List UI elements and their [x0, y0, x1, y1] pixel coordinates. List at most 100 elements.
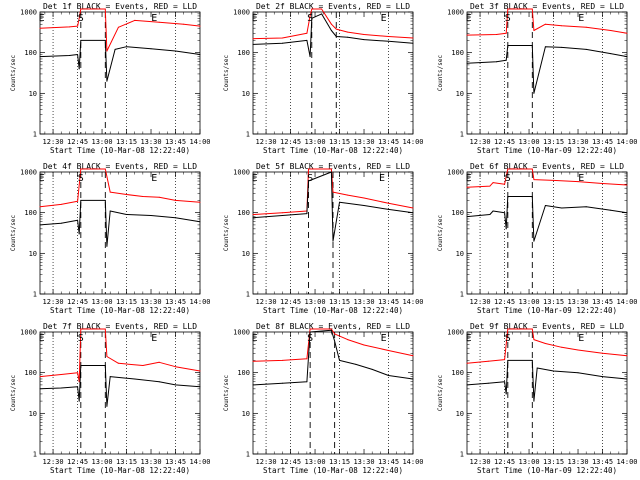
data-point-lld [39, 27, 41, 29]
data-point-lld [610, 30, 612, 31]
data-point-lld [104, 328, 106, 330]
y-tick-label: 1 [246, 291, 250, 299]
data-point-lld [106, 356, 108, 357]
data-point-events [39, 56, 41, 58]
data-point-events [388, 208, 389, 210]
data-point-lld [281, 37, 283, 39]
marker-label-e: E [151, 13, 157, 24]
data-point-events [330, 171, 332, 173]
y-tick-label: 1 [33, 451, 37, 459]
data-point-lld [412, 37, 414, 39]
x-tick-label: 12:30 [256, 138, 277, 146]
x-axis-label: Start Time (10-Mar-08 12:22:40) [263, 306, 403, 315]
x-tick-label: 13:00 [519, 138, 540, 146]
series-line-events [39, 199, 201, 247]
panel-det-8f: Det 8f BLACK = Events, RED = LLD Start Ti… [223, 322, 424, 475]
data-point-lld [388, 36, 389, 37]
panel-det-6f: Det 6f BLACK = Events, RED = LLD Start Ti… [437, 162, 638, 315]
y-tick-label: 10 [456, 410, 464, 418]
data-point-lld [561, 25, 563, 27]
panel-title: Det 2f BLACK = Events, RED = LLD [256, 2, 410, 11]
data-point-events [104, 199, 106, 201]
marker-label-e: E [151, 333, 157, 344]
data-point-events [466, 62, 468, 64]
data-point-lld [495, 34, 497, 35]
x-tick-label: 14:00 [189, 298, 210, 306]
data-point-events [134, 378, 136, 380]
data-point-events [77, 386, 79, 388]
series-line-events [252, 13, 414, 58]
data-point-events [553, 370, 554, 372]
data-point-events [109, 376, 111, 378]
data-point-events [585, 48, 587, 50]
data-point-lld [330, 328, 332, 330]
data-point-events [158, 381, 160, 383]
x-tick-label: 13:15 [329, 458, 350, 466]
series-line-lld [39, 328, 201, 383]
x-axis-label: Start Time (10-Mar-08 12:22:40) [50, 306, 190, 315]
data-point-events [306, 39, 308, 41]
data-point-lld [281, 212, 283, 214]
data-point-lld [77, 25, 79, 27]
panel-det-2f: Det 2f BLACK = Events, RED = LLD Start Ti… [223, 2, 424, 155]
y-axis-label: Counts/sec [223, 55, 230, 92]
data-point-lld [308, 168, 309, 170]
data-point-lld [134, 19, 136, 21]
x-tick-label: 13:45 [592, 138, 613, 146]
x-tick-label: 12:45 [67, 138, 88, 146]
data-point-lld [183, 23, 185, 25]
data-point-lld [175, 366, 176, 368]
x-tick-label: 14:00 [402, 138, 423, 146]
data-point-lld [577, 181, 579, 183]
x-tick-label: 12:30 [43, 298, 64, 306]
data-point-lld [602, 183, 603, 184]
panel-title: Det 8f BLACK = Events, RED = LLD [256, 322, 410, 331]
data-point-lld [544, 343, 546, 344]
plot-frame [39, 171, 201, 295]
marker-label-e: E [466, 173, 472, 184]
data-point-events [309, 331, 311, 333]
y-tick-label: 1000 [447, 169, 464, 177]
data-point-lld [561, 346, 563, 348]
data-point-events [561, 46, 563, 48]
y-tick-label: 1000 [20, 329, 37, 337]
series-line-lld [39, 8, 201, 52]
data-point-lld [334, 333, 336, 335]
marker-label-e: E [151, 173, 157, 184]
marker-label-e: E [252, 173, 258, 184]
data-point-events [281, 215, 283, 216]
marker-label-s: S [307, 173, 313, 184]
y-tick-label: 1000 [20, 9, 37, 17]
y-tick-label: 100 [451, 49, 464, 57]
y-tick-label: 1000 [447, 9, 464, 17]
data-point-lld [505, 32, 507, 34]
data-point-lld [117, 26, 119, 28]
data-point-events [126, 46, 127, 48]
marker-label-s: S [307, 333, 313, 344]
series-line-lld [252, 168, 414, 215]
data-point-lld [412, 355, 414, 357]
data-point-events [330, 30, 332, 31]
marker-label-e: E [466, 333, 472, 344]
marker-label-e: E [39, 173, 45, 184]
data-point-events [536, 367, 538, 369]
data-point-lld [531, 168, 533, 170]
marker-label-s: S [505, 13, 511, 24]
x-tick-label: 13:30 [353, 458, 374, 466]
data-point-events [371, 368, 373, 370]
x-tick-label: 13:15 [116, 138, 137, 146]
y-tick-label: 1 [246, 131, 250, 139]
data-point-events [175, 384, 176, 386]
data-point-events [412, 378, 414, 380]
x-tick-label: 13:00 [92, 298, 113, 306]
data-point-lld [68, 26, 70, 28]
data-point-lld [626, 32, 628, 34]
x-tick-label: 13:30 [353, 138, 374, 146]
data-point-lld [363, 344, 365, 346]
data-point-events [106, 80, 108, 82]
data-point-events [363, 39, 365, 41]
data-point-lld [306, 358, 308, 360]
series-line-events [252, 171, 414, 242]
data-point-events [626, 212, 628, 214]
x-tick-label: 14:00 [189, 138, 210, 146]
